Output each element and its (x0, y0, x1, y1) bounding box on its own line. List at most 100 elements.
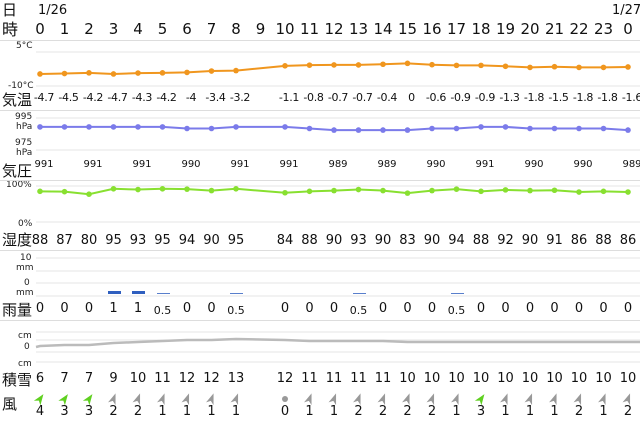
hour-cell: 16 (422, 20, 442, 38)
pressure-point (159, 124, 166, 130)
humidity-point (61, 188, 68, 195)
humidity-value: 88 (595, 233, 612, 248)
wind-value: 2 (378, 404, 388, 419)
rain-bar (352, 292, 366, 294)
pressure-point (61, 124, 68, 130)
humidity-value: 95 (227, 233, 245, 248)
temp-value: -4.5 (58, 91, 79, 104)
temp-point (61, 70, 68, 77)
humidity-point (625, 189, 631, 195)
snow-value: 10 (448, 371, 465, 386)
temp-point (404, 60, 411, 67)
snow-value: 10 (472, 371, 490, 386)
wind-value: 1 (452, 404, 461, 419)
temp-value: -1.5 (548, 91, 569, 104)
rain-value: 0 (403, 301, 412, 316)
humidity-value: 88 (31, 233, 49, 248)
pressure-point (233, 124, 239, 130)
wind-arrow-icon (474, 394, 485, 406)
pressure-value: 991 (279, 159, 299, 170)
rain-value: 1 (133, 301, 143, 316)
pressure-value: 990 (524, 159, 544, 170)
rain-axis-bottom: 0 (24, 278, 30, 288)
rain-value: 0 (599, 301, 608, 316)
pressure-point (429, 125, 435, 132)
temp-value: -1.8 (523, 91, 545, 104)
humidity-point (86, 191, 92, 197)
wind-value: 2 (354, 404, 363, 419)
rain-axis-top-unit: mm (16, 263, 34, 273)
temp-axis-bottom: -10°C (8, 81, 34, 91)
rain-value: 0 (550, 301, 559, 316)
pressure-value: 991 (83, 159, 103, 170)
rain-label: 雨量 (2, 301, 33, 319)
temp-value: -0.8 (303, 91, 324, 104)
humidity-point (527, 187, 533, 194)
pres-axis-bottom-unit: hPa (16, 148, 33, 158)
hour-label: 時 (2, 20, 19, 39)
temp-point (306, 62, 313, 68)
wind-arrow-icon (549, 393, 557, 406)
temp-value: -0.4 (376, 91, 398, 104)
humidity-value: 93 (129, 233, 147, 248)
snow-value: 11 (154, 371, 171, 386)
snow-value: 6 (35, 371, 45, 386)
temp-point (37, 71, 43, 77)
humidity-value: 88 (472, 233, 490, 248)
snow-value: 10 (546, 371, 563, 386)
wind-calm-icon (282, 396, 288, 402)
wind-arrow-icon (206, 393, 214, 406)
temp-point (233, 67, 239, 74)
rain-bar (107, 291, 121, 294)
pressure-point (184, 125, 190, 132)
temp-point (331, 62, 337, 68)
temp-point (355, 62, 362, 68)
temp-value: -4.2 (82, 91, 104, 104)
temp-value: -4.2 (156, 91, 177, 104)
snow-value: 12 (178, 371, 196, 386)
snow-axis-zero: 0 (24, 342, 30, 352)
humidity-value: 90 (203, 233, 220, 248)
humidity-point (208, 187, 215, 194)
humidity-point (551, 187, 558, 194)
snow-value: 10 (619, 371, 637, 386)
humidity-point (600, 188, 607, 195)
snow-value: 7 (84, 371, 94, 386)
temp-value: -0.6 (425, 91, 447, 104)
snow-value: 13 (227, 371, 245, 386)
hour-cell: 8 (231, 20, 241, 38)
humidity-point (135, 186, 141, 193)
hour-cell: 7 (206, 20, 217, 38)
wind-value: 1 (158, 404, 167, 419)
hour-cell: 12 (324, 20, 344, 38)
humidity-value: 93 (350, 233, 367, 248)
wind-arrow-icon (82, 394, 93, 406)
snow-value: 11 (350, 371, 367, 386)
wind-arrow-icon (451, 393, 459, 406)
temp-value: -3.2 (229, 91, 251, 104)
humidity-point (429, 187, 435, 194)
pressure-label: 気圧 (2, 162, 33, 180)
wind-value: 2 (574, 404, 584, 419)
hour-cell: 5 (157, 20, 168, 38)
wind-arrow-icon (132, 393, 141, 406)
humidity-point (282, 189, 288, 196)
temp-point (282, 63, 288, 69)
wind-arrow-icon (157, 393, 165, 406)
wind-arrow-icon (33, 394, 44, 406)
pressure-point (135, 124, 141, 130)
snow-axis-bottom-unit: cm (18, 359, 32, 369)
rain-value: 0.5 (447, 304, 466, 317)
hour-cell: 6 (182, 20, 192, 38)
pressure-point (37, 124, 43, 130)
pressure-point (86, 124, 92, 130)
snow-value: 10 (570, 371, 588, 386)
rain-value: 0 (427, 301, 437, 316)
pressure-point (331, 127, 337, 133)
temp-label: 気温 (2, 91, 33, 109)
humidity-point (380, 187, 386, 194)
wind-arrow-icon (230, 393, 239, 406)
snow-value: 10 (399, 371, 416, 386)
rain-axis-top: 10 (20, 253, 32, 263)
